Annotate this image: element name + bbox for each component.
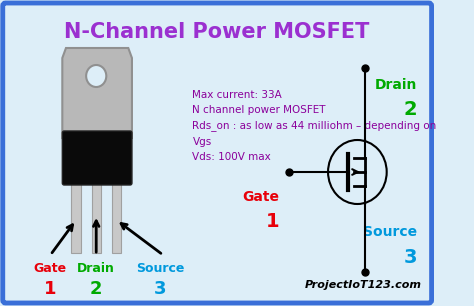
Circle shape: [86, 65, 106, 87]
Text: Gate: Gate: [243, 190, 280, 204]
Text: ProjectIoT123.com: ProjectIoT123.com: [304, 280, 421, 290]
Text: Source: Source: [136, 262, 184, 275]
Text: 1: 1: [266, 212, 280, 231]
Text: Max current: 33A
N channel power MOSFET
Rds_on : as low as 44 milliohm – dependi: Max current: 33A N channel power MOSFET …: [192, 90, 437, 162]
Text: N-Channel Power MOSFET: N-Channel Power MOSFET: [64, 22, 370, 42]
Polygon shape: [62, 48, 132, 138]
Text: 3: 3: [403, 248, 417, 267]
FancyBboxPatch shape: [62, 131, 132, 185]
Bar: [72, 178, 81, 253]
Text: 2: 2: [403, 100, 417, 119]
Text: 3: 3: [154, 280, 167, 298]
Text: Gate: Gate: [34, 262, 67, 275]
Text: Drain: Drain: [374, 78, 417, 92]
Text: 1: 1: [44, 280, 57, 298]
Text: Source: Source: [363, 225, 417, 239]
Bar: [112, 178, 121, 253]
Text: Drain: Drain: [77, 262, 115, 275]
Bar: [91, 178, 101, 253]
Text: 2: 2: [90, 280, 102, 298]
FancyBboxPatch shape: [3, 3, 432, 303]
